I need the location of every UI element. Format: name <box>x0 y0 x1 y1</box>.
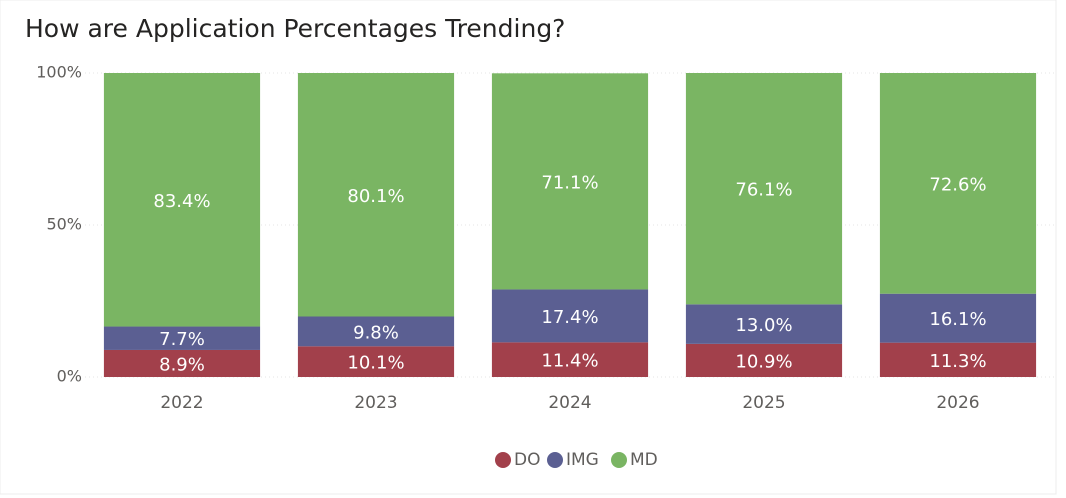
bar-segment <box>103 73 261 327</box>
data-label: 11.4% <box>541 351 598 372</box>
y-tick-label: 0% <box>57 367 82 386</box>
data-label: 11.3% <box>929 351 986 372</box>
legend-swatch <box>611 452 627 468</box>
data-label: 16.1% <box>929 309 986 330</box>
x-tick-label: 2023 <box>354 393 397 413</box>
bar-segment <box>685 304 843 344</box>
bar-segment <box>685 73 843 305</box>
data-label: 71.1% <box>541 172 598 193</box>
bar-segment <box>879 73 1037 294</box>
x-tick-label: 2026 <box>936 393 979 413</box>
data-label: 10.1% <box>347 353 404 374</box>
data-label: 13.0% <box>735 315 792 336</box>
legend-swatch <box>547 452 563 468</box>
data-label: 10.9% <box>735 351 792 372</box>
legend-label: MD <box>630 450 658 470</box>
legend-swatch <box>495 452 511 468</box>
legend-label: IMG <box>566 450 599 470</box>
chart-title: How are Application Percentages Trending… <box>25 14 565 43</box>
data-label: 76.1% <box>735 180 792 201</box>
data-label: 72.6% <box>929 174 986 195</box>
bar-segment <box>491 289 649 343</box>
bar-segment <box>103 326 261 350</box>
y-tick-label: 50% <box>46 215 82 234</box>
bar-segment <box>879 293 1037 343</box>
x-tick-label: 2022 <box>160 393 203 413</box>
bar-segment <box>297 316 455 347</box>
data-label: 8.9% <box>159 354 205 375</box>
bar-segment <box>879 342 1037 377</box>
bar-segment <box>297 73 455 317</box>
data-label: 9.8% <box>353 322 399 343</box>
y-tick-label: 100% <box>36 63 82 82</box>
bar-segment <box>297 346 455 377</box>
data-label: 80.1% <box>347 186 404 207</box>
bar-segment <box>491 73 649 290</box>
bar-segment <box>685 343 843 377</box>
x-tick-label: 2024 <box>548 393 591 413</box>
bar-segment <box>491 342 649 377</box>
data-label: 7.7% <box>159 329 205 350</box>
data-label: 83.4% <box>153 191 210 212</box>
legend-label: DO <box>514 450 540 470</box>
bar-segment <box>103 349 261 377</box>
x-tick-label: 2025 <box>742 393 785 413</box>
data-label: 17.4% <box>541 307 598 328</box>
